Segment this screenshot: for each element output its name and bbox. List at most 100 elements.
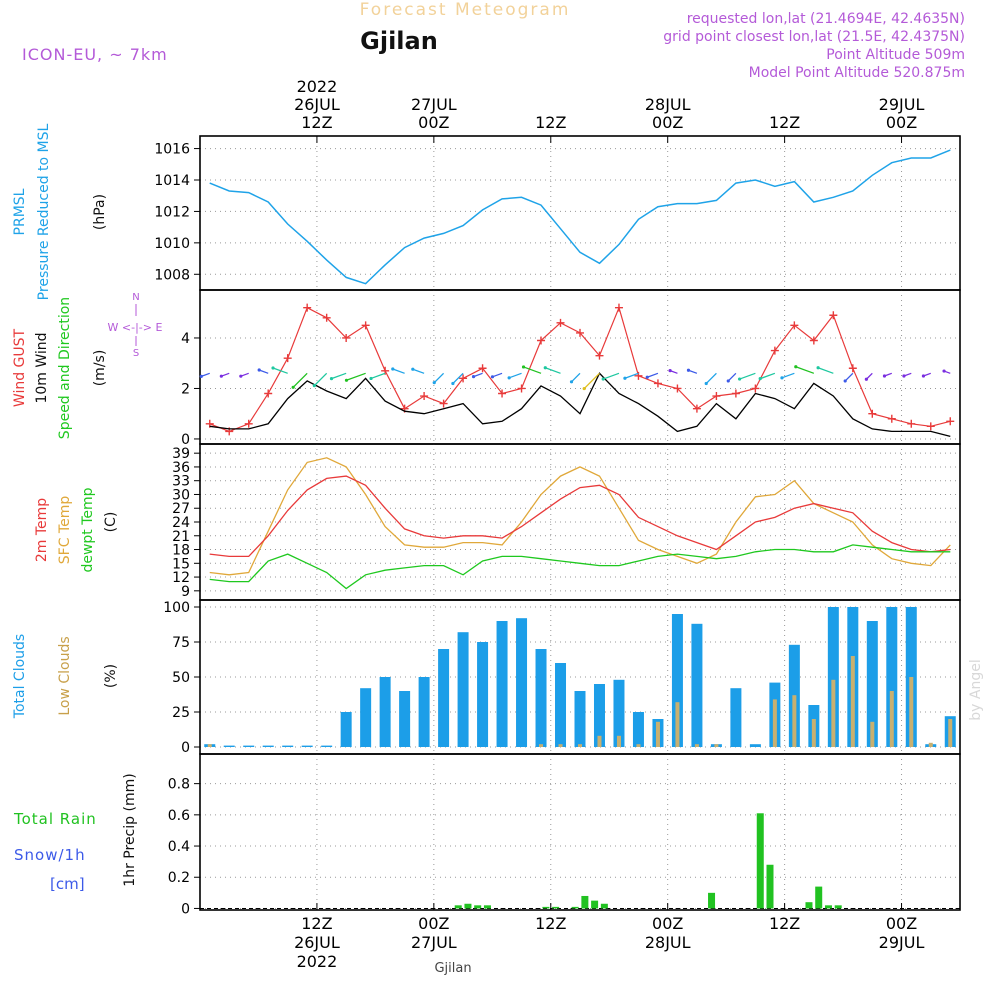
y-tick-label: 0.2 (168, 870, 190, 886)
gust-marker (673, 384, 682, 393)
gust-marker (634, 371, 643, 380)
wind-direction-arrow (492, 372, 503, 378)
wind-arrow-head (704, 381, 708, 386)
rain-bar (834, 905, 842, 909)
gust-marker (244, 419, 253, 428)
wind-direction-arrow (739, 372, 756, 380)
wind-arrow-head (432, 381, 436, 385)
wind-direction-arrow (258, 369, 269, 374)
y-tick-label: 1012 (154, 204, 190, 220)
wind-arrow-head (601, 377, 605, 381)
x-tick-date-top: 28JUL (645, 95, 691, 114)
y-tick-label: 1008 (154, 267, 190, 283)
precip-unit: 1hr Precip (mm) (122, 773, 138, 886)
dewpt-label: dewpt Temp (80, 487, 96, 572)
gust-marker (712, 392, 721, 401)
low-cloud-bar (772, 699, 777, 747)
wind-direction-arrow (523, 366, 542, 374)
wind-direction-arrow (795, 366, 815, 374)
gust-marker (303, 303, 312, 312)
gust-marker (946, 417, 955, 426)
y-tick-label: 30 (172, 487, 190, 503)
watermark: by Angel (968, 659, 984, 720)
wind-direction-arrow (508, 372, 522, 379)
low-cloud-bar (597, 735, 602, 747)
snow-unit-label: [cm] (50, 875, 85, 893)
wind-arrow-head (794, 365, 798, 369)
x-tick-year: 2022 (297, 952, 338, 971)
total-cloud-bar (321, 745, 333, 747)
sfc-temp-line (209, 457, 951, 576)
total-cloud-bar (496, 621, 508, 747)
y-tick-label: 4 (181, 331, 190, 347)
pressure-unit: (hPa) (92, 194, 108, 230)
x-tick-date-top: 27JUL (411, 95, 457, 114)
total-cloud-bar (671, 614, 683, 747)
x-tick-date: 29JUL (879, 933, 925, 952)
x-tick-label-top: 12Z (301, 113, 332, 132)
total-cloud-bar (593, 684, 605, 747)
low-cloud-bar (909, 677, 914, 747)
low-cloud-bar (870, 721, 875, 747)
wind-direction-arrow (331, 372, 347, 380)
total-cloud-bar (535, 649, 547, 747)
wind-arrow-head (451, 381, 455, 386)
model-altitude: Model Point Altitude 520.875m (749, 65, 965, 81)
wind-arrow-head (921, 374, 926, 378)
wind-arrow-head (411, 367, 415, 371)
wind-direction-arrow (392, 368, 405, 374)
location-title: Gjilan (360, 27, 438, 55)
pressure-line (209, 149, 951, 285)
temp-unit: (C) (103, 512, 119, 533)
total-cloud-bar (749, 744, 761, 747)
y-tick-label: 0 (181, 740, 190, 756)
wind-direction-arrow (452, 372, 464, 384)
wind-direction-arrow (583, 372, 600, 390)
gust-marker (692, 404, 701, 413)
panel-frame (199, 753, 961, 911)
wind10m-line (209, 372, 951, 438)
rain-bar (542, 906, 550, 909)
gust-marker (751, 384, 760, 393)
total-cloud-bar (340, 712, 352, 747)
total-cloud-bar (574, 691, 586, 747)
low-cloud-bar (889, 691, 894, 747)
gust-marker (868, 409, 877, 418)
low-cloud-bar (578, 744, 582, 747)
wind-direction-arrow (624, 372, 639, 379)
total-cloud-bar (691, 623, 703, 747)
wind-arrow-head (645, 375, 649, 379)
low-cloud-bar (928, 742, 933, 747)
y-tick-label: 36 (172, 460, 190, 476)
low-cloud-bar (675, 702, 680, 747)
t2m-label: 2m Temp (34, 498, 50, 562)
gust-marker (283, 354, 292, 363)
gust-marker (809, 336, 818, 345)
low-cloud-bar (694, 744, 699, 747)
y-tick-label: 1014 (154, 173, 190, 189)
wind-direction-arrow (313, 372, 328, 387)
wind-arrow-head (329, 377, 334, 381)
y-tick-label: 1016 (154, 142, 190, 158)
total-cloud-bar (827, 607, 839, 747)
wind-arrow-head (199, 374, 203, 378)
total-cloud-bar (223, 745, 235, 747)
low-cloud-bar (831, 679, 836, 747)
footer-location: Gjilan (434, 961, 471, 976)
gust-marker (595, 351, 604, 360)
total-cloud-bar (418, 677, 430, 747)
total-cloud-bar (866, 621, 878, 747)
wind-arrow-head (312, 384, 316, 388)
x-tick-label-top: 12Z (769, 113, 800, 132)
total-cloud-bar (438, 649, 450, 747)
low-cloud-bar (616, 735, 621, 747)
x-tick-label-top: 00Z (652, 113, 683, 132)
y-tick-label: 24 (172, 515, 190, 531)
wind-direction-arrow (433, 372, 445, 384)
wind-arrow-head (816, 366, 820, 370)
gust-marker (790, 321, 799, 330)
wind-arrow-head (737, 377, 742, 381)
rain-bar (815, 886, 823, 909)
total-cloud-bar (399, 691, 411, 747)
